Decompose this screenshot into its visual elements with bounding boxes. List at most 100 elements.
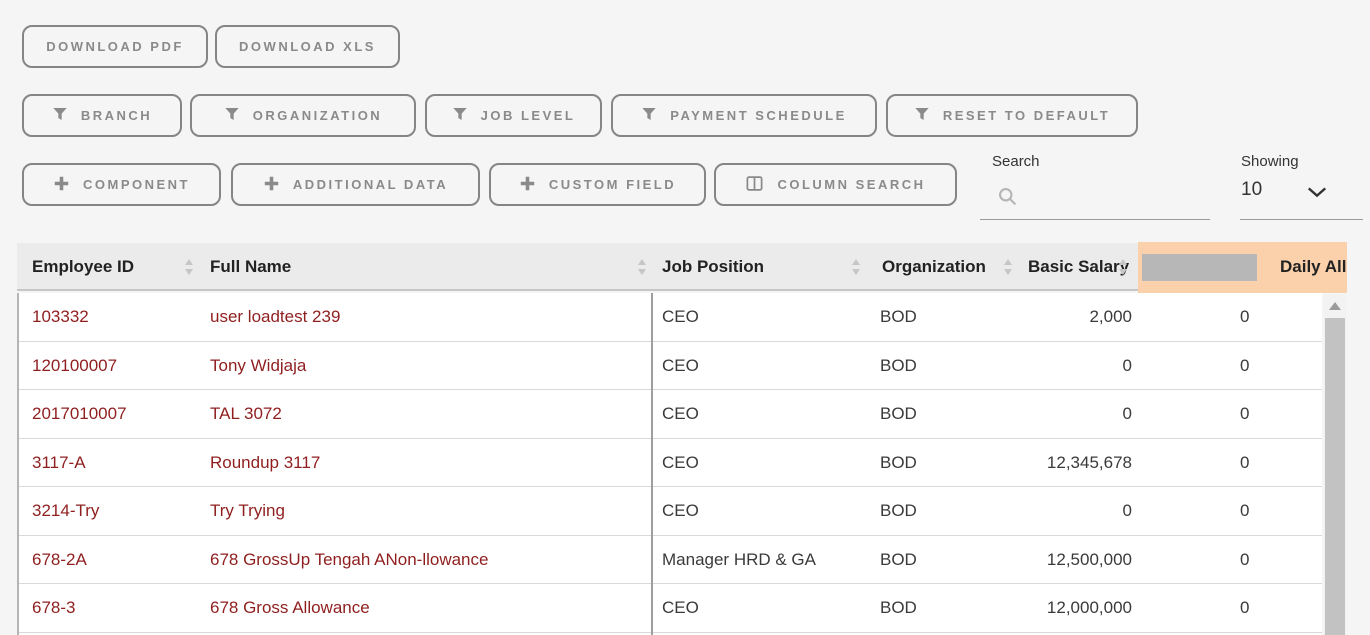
daily-allowance-cell: 0: [1240, 501, 1250, 520]
sort-arrows-icon[interactable]: [184, 258, 194, 276]
job-position-cell: CEO: [662, 404, 699, 423]
basic-salary-cell: 12,000,000: [1046, 598, 1132, 617]
employee-id-link[interactable]: 3117-A: [32, 452, 86, 472]
funnel-icon: [914, 106, 930, 125]
organization-cell: BOD: [880, 598, 917, 617]
organization-cell: BOD: [880, 355, 917, 375]
funnel-icon: [452, 106, 468, 125]
add-custom-field-label: CUSTOM FIELD: [548, 177, 677, 192]
download-xls-button[interactable]: DOWNLOAD XLS: [215, 25, 400, 68]
job-position-cell: Manager HRD & GA: [662, 549, 816, 569]
job-position-cell: CEO: [662, 501, 699, 520]
full-name-link[interactable]: 678 GrossUp Tengah ANon-llowance: [210, 549, 489, 569]
vertical-scrollbar[interactable]: [1324, 295, 1346, 635]
basic-salary-cell: 12,345,678: [1046, 452, 1132, 472]
job-position-cell: CEO: [662, 452, 699, 472]
add-additional-data-label: ADDITIONAL DATA: [292, 177, 449, 192]
search-underline: [980, 219, 1210, 220]
add-component-button[interactable]: COMPONENT: [22, 163, 221, 206]
table-row[interactable]: 103332 user loadtest 239 CEO BOD 2,000 0: [19, 293, 1322, 342]
column-header-organization[interactable]: Organization: [882, 257, 986, 276]
filter-payment-schedule-button[interactable]: PAYMENT SCHEDULE: [611, 94, 877, 137]
highlighted-column-region: Daily Allo: [1138, 242, 1347, 293]
basic-salary-cell: 0: [1122, 404, 1132, 423]
funnel-icon: [224, 106, 240, 125]
add-additional-data-button[interactable]: ADDITIONAL DATA: [231, 163, 480, 206]
daily-allowance-cell: 0: [1240, 452, 1250, 472]
funnel-icon: [52, 106, 68, 125]
column-header-job-position[interactable]: Job Position: [662, 257, 764, 276]
basic-salary-cell: 12,500,000: [1046, 549, 1132, 569]
scrollbar-thumb[interactable]: [1325, 318, 1345, 635]
employee-id-link[interactable]: 103332: [32, 307, 89, 326]
plus-icon: [53, 175, 70, 195]
download-pdf-label: DOWNLOAD PDF: [46, 39, 184, 54]
table-row[interactable]: 2017010007 TAL 3072 CEO BOD 0 0: [19, 390, 1322, 439]
daily-allowance-cell: 0: [1240, 355, 1250, 375]
sort-arrows-icon[interactable]: [1118, 258, 1128, 276]
add-custom-field-button[interactable]: CUSTOM FIELD: [489, 163, 706, 206]
column-search-label: COLUMN SEARCH: [777, 177, 926, 192]
full-name-link[interactable]: 678 Gross Allowance: [210, 598, 370, 617]
organization-cell: BOD: [880, 452, 917, 472]
full-name-link[interactable]: TAL 3072: [210, 404, 282, 423]
job-position-cell: CEO: [662, 598, 699, 617]
chevron-down-icon[interactable]: [1306, 184, 1328, 205]
daily-allowance-cell: 0: [1240, 598, 1250, 617]
column-header-employee-id[interactable]: Employee ID: [32, 257, 135, 276]
redacted-column-header: [1142, 254, 1257, 281]
full-name-link[interactable]: user loadtest 239: [210, 307, 341, 326]
organization-cell: BOD: [880, 307, 917, 326]
table-header: Employee ID Full Name Job Position Organ…: [17, 242, 1347, 293]
employee-id-link[interactable]: 678-3: [32, 598, 76, 617]
triangle-up-icon[interactable]: [1329, 302, 1341, 310]
add-component-label: COMPONENT: [83, 177, 190, 192]
organization-cell: BOD: [880, 404, 917, 423]
employee-id-link[interactable]: 2017010007: [32, 404, 127, 423]
filter-organization-button[interactable]: ORGANIZATION: [190, 94, 416, 137]
column-header-full-name[interactable]: Full Name: [210, 257, 292, 276]
search-label: Search: [992, 153, 1040, 170]
sort-arrows-icon[interactable]: [1003, 258, 1013, 276]
employee-id-link[interactable]: 3214-Try: [32, 501, 100, 520]
download-pdf-button[interactable]: DOWNLOAD PDF: [22, 25, 208, 68]
column-header-daily-allowance[interactable]: Daily Allo: [1280, 257, 1347, 276]
table-row[interactable]: 678-3 678 Gross Allowance CEO BOD 12,000…: [19, 584, 1322, 633]
column-search-button[interactable]: COLUMN SEARCH: [714, 163, 957, 206]
sort-arrows-icon[interactable]: [851, 258, 861, 276]
filter-payment-schedule-label: PAYMENT SCHEDULE: [670, 108, 847, 123]
full-name-link[interactable]: Roundup 3117: [210, 452, 321, 472]
search-input[interactable]: [980, 186, 1210, 218]
sort-arrows-icon[interactable]: [637, 258, 647, 276]
filter-branch-button[interactable]: BRANCH: [22, 94, 182, 137]
columns-icon: [745, 174, 764, 196]
table-body: 103332 user loadtest 239 CEO BOD 2,000 0…: [17, 293, 1322, 635]
showing-per-page-value[interactable]: 10: [1241, 179, 1263, 200]
funnel-icon: [641, 106, 657, 125]
basic-salary-cell: 0: [1122, 355, 1132, 375]
column-header-basic-salary[interactable]: Basic Salary: [1028, 257, 1130, 276]
filter-job-level-button[interactable]: JOB LEVEL: [425, 94, 602, 137]
basic-salary-cell: 2,000: [1089, 307, 1132, 326]
filter-job-level-label: JOB LEVEL: [480, 108, 576, 123]
filter-branch-label: BRANCH: [80, 108, 153, 123]
reset-to-default-button[interactable]: RESET TO DEFAULT: [886, 94, 1138, 137]
employee-id-link[interactable]: 120100007: [32, 355, 118, 375]
full-name-link[interactable]: Tony Widjaja: [210, 355, 307, 375]
filter-organization-label: ORGANIZATION: [252, 108, 383, 123]
download-xls-label: DOWNLOAD XLS: [239, 39, 376, 54]
organization-cell: BOD: [880, 501, 917, 520]
job-position-cell: CEO: [662, 307, 699, 326]
daily-allowance-cell: 0: [1240, 549, 1250, 569]
plus-icon: [519, 175, 536, 195]
column-divider: [651, 293, 653, 635]
table-row[interactable]: 678-2A 678 GrossUp Tengah ANon-llowance …: [19, 536, 1322, 584]
table-row[interactable]: 3117-A Roundup 3117 CEO BOD 12,345,678 0: [19, 439, 1322, 487]
plus-icon: [263, 175, 280, 195]
employee-id-link[interactable]: 678-2A: [32, 549, 87, 569]
table-row[interactable]: 120100007 Tony Widjaja CEO BOD 0 0: [19, 342, 1322, 390]
full-name-link[interactable]: Try Trying: [210, 501, 285, 520]
job-position-cell: CEO: [662, 355, 699, 375]
table-row[interactable]: 3214-Try Try Trying CEO BOD 0 0: [19, 487, 1322, 536]
showing-underline: [1240, 219, 1363, 220]
